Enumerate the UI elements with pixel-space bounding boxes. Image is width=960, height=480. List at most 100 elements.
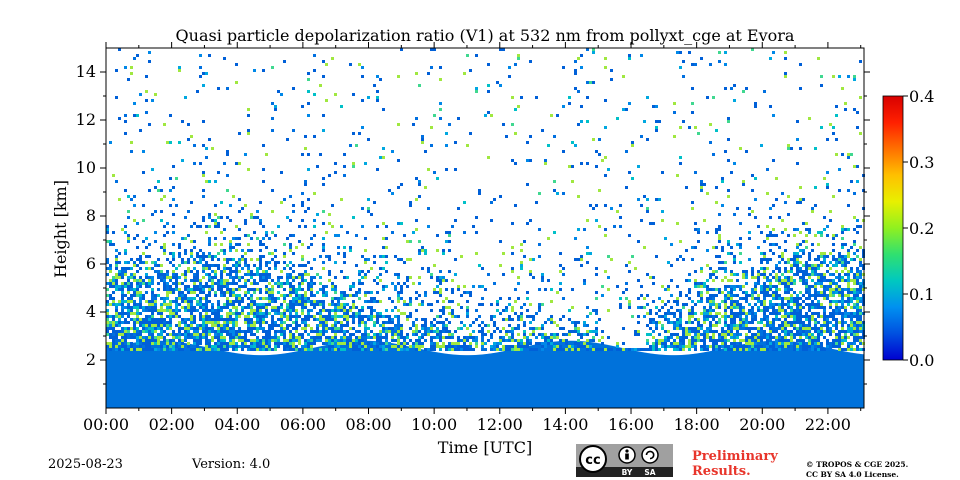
depol-cell [157,309,160,312]
depol-cell [226,327,229,330]
depol-cell [610,258,613,261]
depol-cell [247,330,250,333]
depol-cell [784,282,787,285]
depol-cell [406,276,409,279]
depol-cell [232,321,235,324]
depol-column [673,355,675,408]
depol-cell [307,345,310,348]
depol-cell [295,348,298,351]
depol-column [744,343,746,408]
depol-cell [280,321,283,324]
depol-cell [652,105,655,108]
depol-cell [253,315,256,318]
depol-cell [727,294,730,297]
depol-cell [244,204,247,207]
depol-cell [787,291,790,294]
depol-cell [268,300,271,303]
depol-cell [172,345,175,348]
depol-cell [265,303,268,306]
depol-cell [754,285,757,288]
depol-cell [292,270,295,273]
depol-cell [220,231,223,234]
depol-column [613,346,615,408]
depol-cell [289,246,292,249]
depol-cell [736,333,739,336]
depol-column [426,350,428,408]
depol-cell [202,267,205,270]
depol-column [412,347,414,408]
depol-column [828,348,830,408]
depol-cell [112,342,115,345]
depol-cell [553,231,556,234]
depol-cell [334,171,337,174]
depol-cell [391,318,394,321]
depol-cell [463,342,466,345]
depol-cell [208,321,211,324]
depol-cell [307,198,310,201]
depol-cell [700,294,703,297]
depol-column [633,350,635,408]
depol-cell [724,336,727,339]
depol-cell [106,294,109,297]
depol-cell [118,342,121,345]
depol-cell [352,303,355,306]
depol-cell [154,306,157,309]
depol-cell [532,318,535,321]
depol-column [651,353,653,408]
depol-column [594,342,596,408]
depol-cell [766,237,769,240]
depol-cell [166,324,169,327]
depol-cell [277,342,280,345]
depol-column [617,347,619,408]
depol-column [411,347,413,408]
depol-cell [244,264,247,267]
depol-cell [691,87,694,90]
depol-cell [439,321,442,324]
depol-column [667,355,669,408]
depol-cell [709,273,712,276]
depol-cell [787,234,790,237]
depol-cell [793,336,796,339]
depol-cell [127,312,130,315]
depol-cell [622,75,625,78]
depol-cell [322,183,325,186]
depol-column [559,341,561,408]
depol-cell [298,342,301,345]
depol-cell [202,84,205,87]
depol-cell [457,303,460,306]
depol-cell [247,318,250,321]
depol-cell [253,279,256,282]
depol-cell [163,348,166,351]
depol-column [437,352,439,408]
depol-cell [694,63,697,66]
depol-cell [436,234,439,237]
depol-column [851,352,853,408]
depol-cell [136,330,139,333]
depol-column [706,351,708,408]
depol-cell [781,315,784,318]
depol-cell [256,348,259,351]
depol-cell [292,252,295,255]
depol-cell [289,285,292,288]
depol-cell [373,315,376,318]
depol-column [647,353,649,408]
depol-cell [364,324,367,327]
depol-cell [580,162,583,165]
depol-cell [364,237,367,240]
depol-cell [304,348,307,351]
depol-column [450,354,452,408]
depol-cell [775,309,778,312]
depol-cell [193,240,196,243]
depol-cell [736,300,739,303]
depol-cell [364,261,367,264]
depol-cell [250,216,253,219]
depol-cell [127,285,130,288]
depol-cell [700,348,703,351]
depol-cell [253,69,256,72]
depol-cell [562,342,565,345]
depol-cell [646,138,649,141]
depol-cell [742,327,745,330]
depol-cell [727,279,730,282]
depol-cell [214,291,217,294]
depol-cell [280,324,283,327]
